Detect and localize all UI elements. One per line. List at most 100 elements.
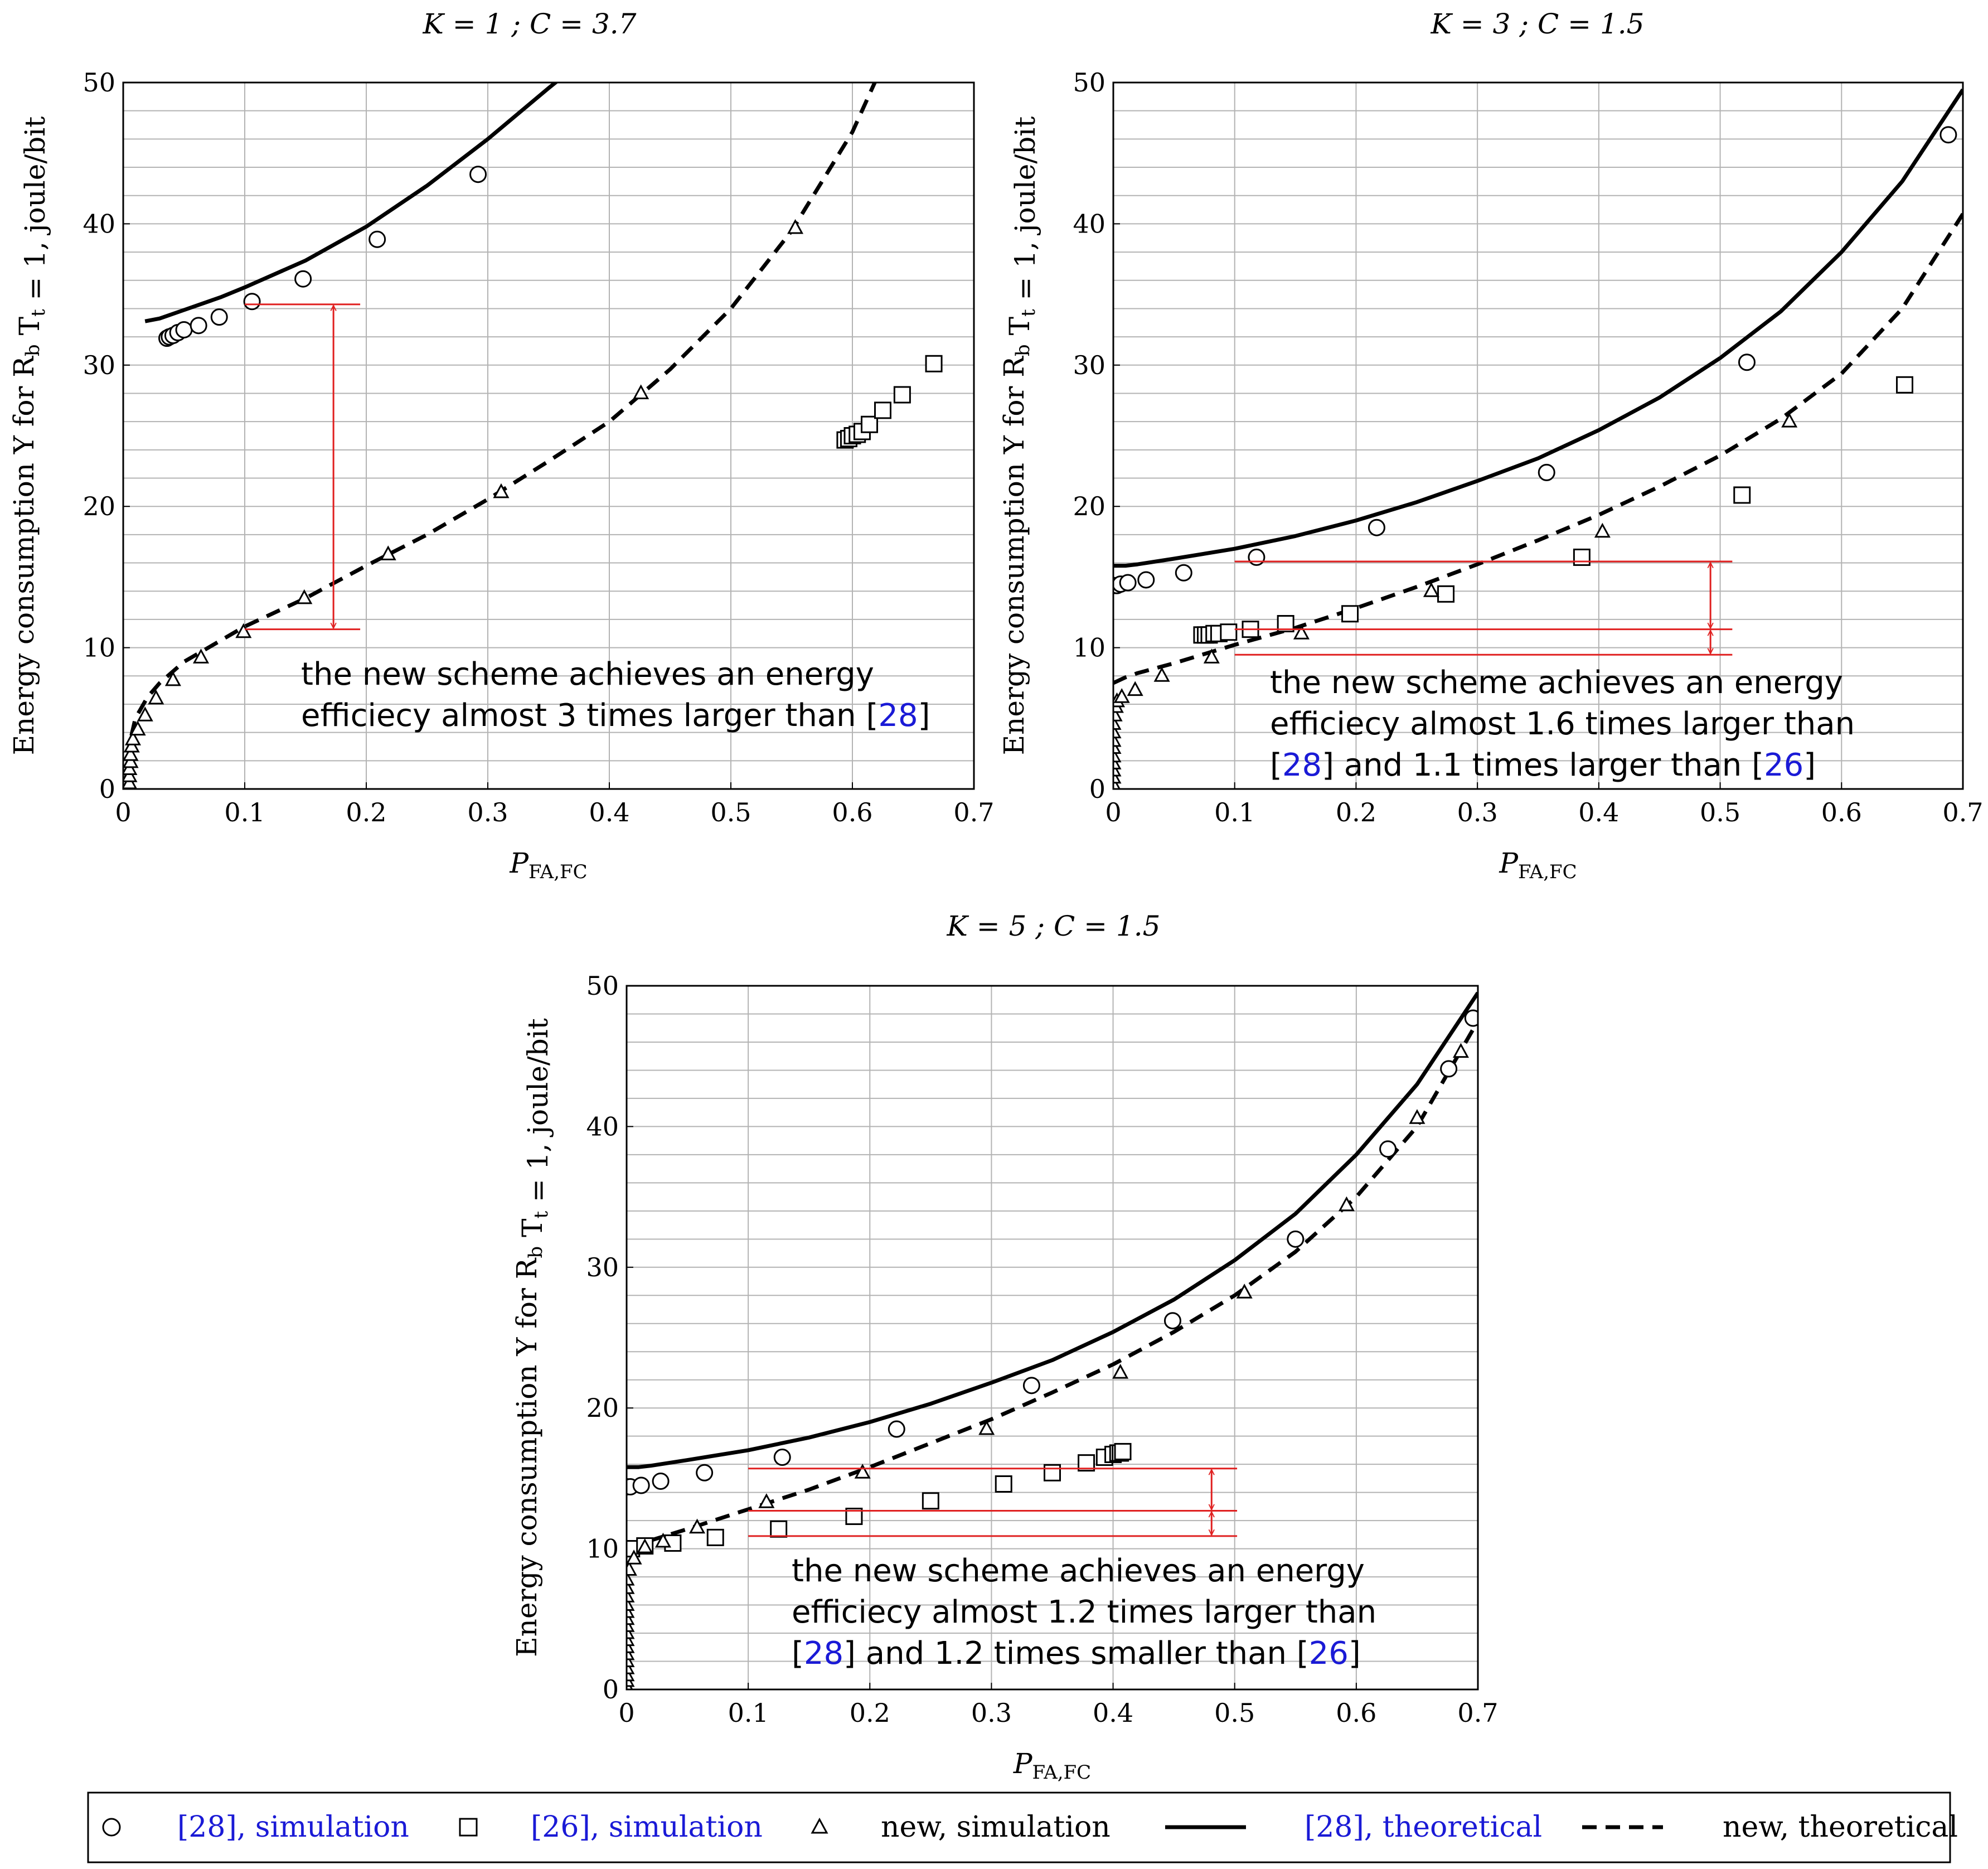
new-simulation-point [124,730,141,745]
legend-label: [28], theoretical [1305,1810,1542,1844]
new-simulation-point [1293,624,1310,640]
x-tick-label: 0 [115,797,131,827]
x-axis-label: PFA,FC [1499,847,1577,883]
y-axis-label: Energy consumption Υ for Rb Tt = 1, joul… [8,117,51,756]
y-tick-label: 30 [1073,350,1105,380]
ref28-simulation-point [294,270,312,288]
new-simulation-point [627,1550,642,1565]
x-tick-label: 0.2 [850,1698,890,1728]
legend: [28], simulation [26], simulation new, sim… [87,1791,1958,1863]
annotation-text: [28] and 1.2 times smaller than [26] [792,1635,1361,1672]
square-icon [459,1818,478,1837]
x-axis-label: PFA,FC [1013,1747,1091,1784]
y-tick-label: 10 [586,1534,619,1564]
ref26-simulation-point [1114,1442,1132,1460]
ref26-simulation-point [1437,585,1455,603]
legend-label: [26], simulation [531,1810,763,1844]
ref26-simulation-point [706,1528,724,1546]
ref28-simulation-point [1440,1060,1458,1078]
ref28-theoretical-line [1113,88,1963,568]
new-simulation-point [854,1464,871,1479]
x-tick-label: 0.1 [1214,797,1255,827]
new-simulation-point [164,671,181,686]
plot-frame [122,81,975,790]
new-simulation-point [192,648,210,664]
y-tick-label: 20 [1073,491,1105,521]
x-tick-label: 0.6 [1821,797,1862,827]
x-tick-label: 0.2 [346,797,386,827]
ref28-simulation-point [696,1464,714,1481]
y-tick-label: 10 [83,633,115,663]
x-tick-label: 0.7 [953,797,994,827]
new-simulation-point [123,767,138,782]
x-tick-label: 0.1 [728,1698,769,1728]
ref28-simulation-point [888,1420,905,1438]
new-simulation-point [627,1579,635,1594]
new-simulation-point [1423,582,1439,597]
legend-label: new, simulation [881,1810,1111,1844]
ref28-simulation-point [243,293,261,311]
ref26-simulation-point [893,386,911,404]
new-simulation-point [1203,648,1220,664]
new-simulation-point [129,720,146,736]
new-simulation-point [1338,1196,1355,1212]
chart-title: K = 3 ; C = 1.5 [1431,8,1645,40]
x-tick-label: 0.2 [1336,797,1376,827]
new-simulation-point [633,384,649,399]
new-simulation-point [1236,1284,1253,1299]
x-tick-label: 0.6 [832,797,872,827]
triangle-icon [811,1817,828,1834]
chart-panel-k3: 0 0.1 0.2 0.3 0.4 0.5 0.6 0.7 0 10 20 30 40 50 K = 3 ;… [998,8,1984,883]
ref26-simulation-point [1895,376,1913,394]
new-simulation-point [380,545,396,560]
x-tick-label: 0.3 [467,797,508,827]
y-tick-label: 40 [83,209,115,239]
new-simulation-point [1594,522,1611,538]
y-tick-label: 0 [603,1674,619,1705]
ref28-simulation-point [1939,126,1957,144]
new-simulation-point [148,689,164,705]
ref28-simulation-point [1137,571,1155,589]
x-tick-label: 0.3 [971,1698,1012,1728]
y-tick-label: 0 [99,774,115,804]
ref28-simulation-point [773,1449,791,1466]
new-simulation-point [1452,1043,1469,1058]
annotation-text: the new scheme achieves an energy [1270,665,1843,701]
ref26-simulation-point [922,1492,939,1510]
x-tick-label: 0.4 [589,797,629,827]
chart-title: K = 1 ; C = 3.7 [423,8,637,40]
x-tick-label: 0.6 [1336,1698,1376,1728]
annotation-text: [28] and 1.1 times larger than [26] [1270,747,1816,783]
ref26-simulation-point [861,415,879,433]
legend-label: new, theoretical [1723,1810,1958,1844]
y-tick-label: 0 [1089,774,1105,804]
y-tick-label: 10 [1073,633,1105,663]
x-axis-label: PFA,FC [509,847,587,883]
ref26-simulation-point [925,355,943,372]
chart-title: K = 5 ; C = 1.5 [947,910,1161,942]
new-simulation-point [787,219,804,234]
ref28-simulation-point [1368,519,1385,536]
ref28-simulation-point [632,1476,650,1494]
y-tick-label: 40 [586,1111,619,1141]
new-simulation-point [637,1538,653,1553]
ref28-simulation-point [1175,564,1192,582]
new-simulation-point [1409,1109,1425,1124]
x-tick-label: 0.7 [1457,1698,1498,1728]
plot-area [123,83,943,789]
circle-icon [102,1818,121,1837]
new-simulation-point [1113,739,1122,754]
new-simulation-point [493,483,510,498]
new-simulation-point [1781,413,1798,428]
annotation-text: efficiecy almost 1.6 times larger than [1270,706,1855,742]
ref28-simulation-point [1022,1377,1040,1395]
ref26-simulation-point [1341,605,1359,623]
y-tick-label: 30 [586,1252,619,1282]
ref28-simulation-point [1163,1312,1181,1330]
new-simulation-point [1113,688,1130,703]
ref28-theoretical-line [144,83,559,323]
ref26-simulation-point [1733,486,1751,504]
y-tick-label: 40 [1073,209,1105,239]
ref28-simulation-point [1119,574,1137,592]
x-tick-label: 0.1 [224,797,265,827]
